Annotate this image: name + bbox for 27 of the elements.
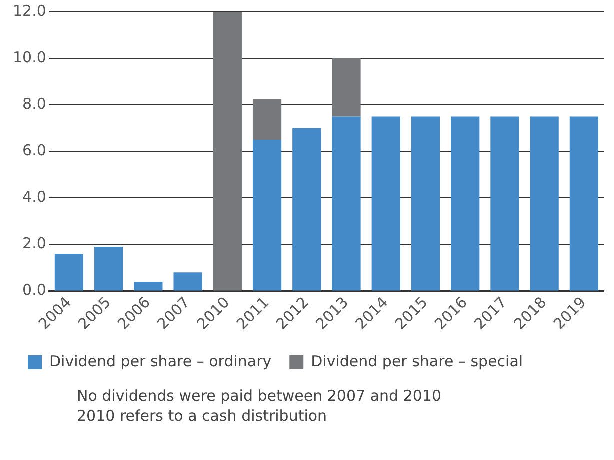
legend-label: Dividend per share – ordinary [50, 352, 272, 370]
bar [213, 12, 242, 291]
bar [332, 116, 361, 291]
bar [252, 140, 282, 291]
y-tick-label: 8.0 [22, 94, 46, 113]
bar [134, 282, 163, 291]
y-tick-label: 4.0 [22, 188, 46, 206]
bar [174, 272, 202, 291]
bar [292, 128, 322, 291]
text: No dividends were paid between 2007 and 2010 [77, 386, 442, 406]
bar [54, 254, 84, 291]
bar [252, 99, 282, 140]
bar [451, 116, 480, 291]
bar [490, 116, 520, 291]
y-tick-label: 12.0 [12, 2, 46, 20]
y-tick-label: 0.0 [22, 281, 46, 300]
text: 2010 refers to a cash distribution [77, 406, 328, 426]
bar [570, 116, 598, 291]
bar [332, 58, 361, 117]
bar [411, 116, 440, 291]
bar [530, 116, 559, 291]
y-tick-label: 6.0 [22, 142, 46, 160]
bar [94, 247, 124, 291]
legend-label: Dividend per share – special [311, 352, 524, 370]
bar [372, 116, 400, 291]
y-tick-label: 10.0 [12, 48, 46, 66]
y-tick-label: 2.0 [22, 234, 46, 253]
